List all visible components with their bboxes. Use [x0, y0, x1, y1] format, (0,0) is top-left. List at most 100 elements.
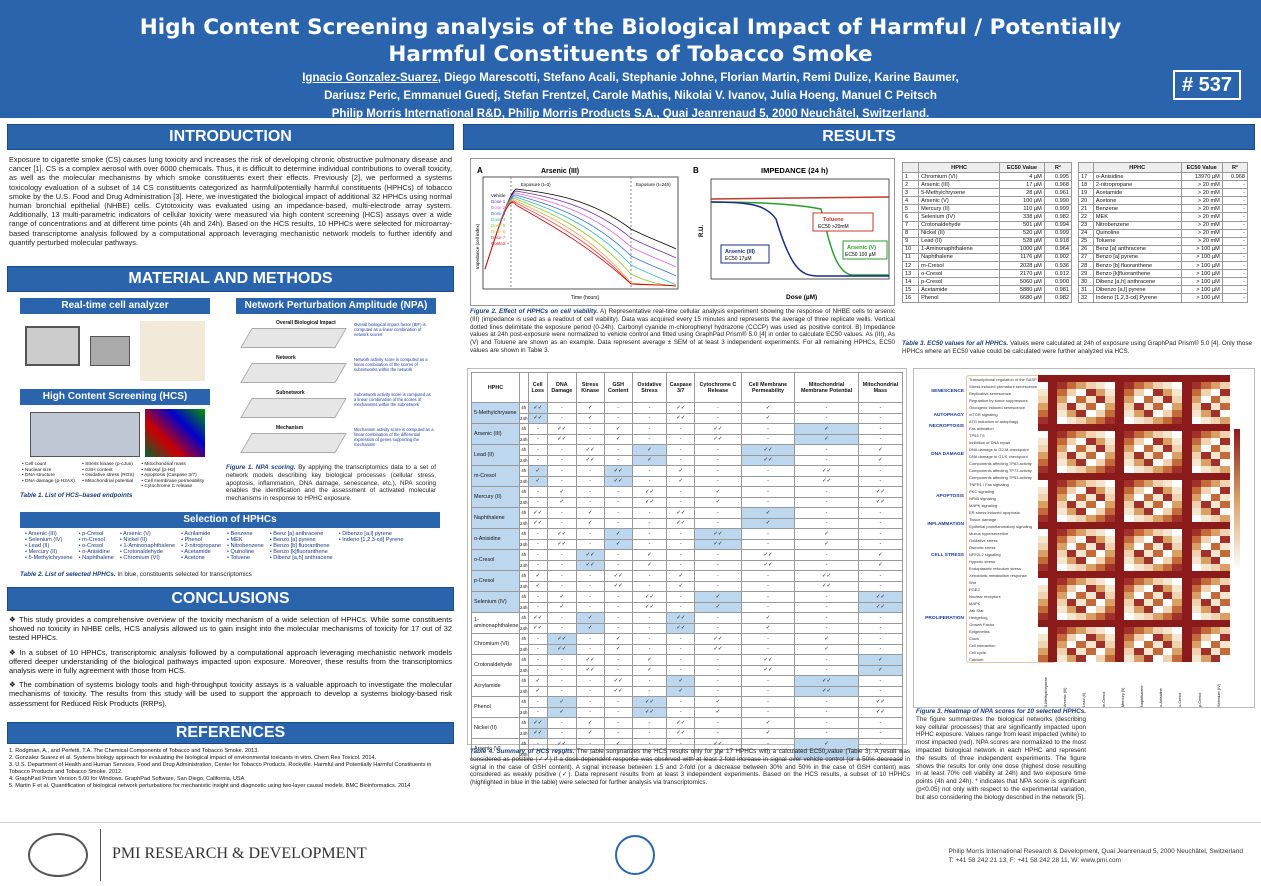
heatmap-cell: [1191, 445, 1202, 452]
heatmap-cell: [1066, 641, 1077, 648]
heatmap-cell: [1162, 536, 1173, 543]
table4-hphc: Crotonaldehyde: [471, 654, 520, 676]
table3-cell: 2: [901, 180, 920, 190]
table3-cell: 0.982: [1043, 212, 1073, 222]
table4-value: -: [575, 465, 605, 477]
introduction-heading: INTRODUCTION: [7, 124, 454, 150]
heatmap-cell: [1220, 375, 1230, 382]
heatmap-cell: [1172, 417, 1182, 424]
heatmap-cell: [1153, 529, 1163, 536]
table4-value: -: [857, 622, 904, 634]
heatmap-cell: [1143, 627, 1154, 634]
table4-value: ✓: [794, 633, 859, 645]
heatmap-cell: [1038, 445, 1048, 452]
table4-value: -: [575, 675, 605, 687]
heatmap-cell: [1162, 501, 1173, 508]
heatmap-cell: [1057, 396, 1067, 403]
heatmap-cell: [1153, 627, 1163, 634]
heatmap-cell: [1114, 641, 1125, 648]
table4-time: 4h: [519, 486, 529, 498]
heatmap-cell: [1201, 550, 1211, 557]
heatmap-cell: [1066, 571, 1077, 578]
table4-value: ✓: [603, 538, 633, 550]
heatmap-cell: [1124, 641, 1134, 648]
heatmap-cell: [1182, 445, 1192, 452]
heatmap-cell: [1124, 634, 1134, 641]
heatmap-cell: [1086, 389, 1096, 396]
figA-note-0: Exposure (t=0): [521, 182, 551, 187]
table4-time: 24h: [519, 664, 529, 676]
heatmap-cell: [1057, 375, 1067, 382]
heatmap-cell: [1066, 648, 1077, 655]
heatmap-cell: [1057, 410, 1067, 417]
table3-cell: Lead (II): [918, 236, 1001, 246]
heatmap-cell: [1114, 445, 1125, 452]
table4-value: -: [666, 591, 696, 603]
hphc-row: • Lead (II) • o-Cresol • 1-Aminonaphthalen…: [22, 543, 406, 549]
table3-row: 25 Toluene > 20 mM -: [1078, 236, 1249, 246]
figA-ylabel: Impedance (cell index): [475, 223, 480, 269]
heatmap-cell: [1086, 396, 1096, 403]
heatmap-cell: [1076, 466, 1086, 473]
heatmap-cell: [1095, 480, 1106, 487]
heatmap-cell: [1172, 508, 1182, 515]
heatmap-cell: [1220, 641, 1230, 648]
heatmap-cell: [1134, 445, 1144, 452]
heatmap-cell: [1210, 543, 1221, 550]
table4-value: -: [857, 580, 904, 592]
hphc-cell: • Acrilamide: [181, 531, 211, 537]
npa-layer-note: Mechanism activity score is computed as …: [354, 427, 434, 447]
heatmap-cell: [1095, 648, 1106, 655]
pmi-crest-icon: [28, 833, 88, 877]
heatmap-cell: [1095, 564, 1106, 571]
heatmap-cell: [1182, 501, 1192, 508]
heatmap-cell: [1066, 515, 1077, 522]
table4-value: -: [694, 675, 742, 687]
table4-value: ✓✓: [794, 465, 859, 477]
heatmap-cell: [1114, 410, 1125, 417]
heatmap-cell: [1143, 606, 1154, 613]
table4-value: -: [740, 643, 796, 655]
heatmap-cell: [1105, 452, 1115, 459]
table3-cell: Benz [a] anthracene: [1092, 244, 1182, 254]
heatmap-cell: [1172, 585, 1182, 592]
heatmap-cell: [1143, 522, 1154, 529]
table4-value: ✓✓: [740, 654, 796, 666]
table4-row: 24h - ✓ - - ✓✓ - ✓ - - ✓✓: [472, 706, 904, 718]
heatmap-cell: [1124, 515, 1134, 522]
heatmap-cell: [1057, 529, 1067, 536]
table4-value: -: [631, 423, 668, 435]
table4-value: ✓✓: [857, 601, 904, 613]
table4-value: -: [857, 717, 904, 729]
selection-heading: Selection of HPHCs: [20, 512, 440, 528]
heatmap-cell: [1182, 452, 1192, 459]
heatmap-cell: [1143, 557, 1154, 564]
heatmap-cell: [1057, 627, 1067, 634]
heatmap-cell: [1066, 452, 1077, 459]
table4-value: -: [694, 559, 742, 571]
heatmap-cell: [1182, 550, 1192, 557]
heatmap-cell: [1182, 634, 1192, 641]
heatmap-cell: [1047, 613, 1058, 620]
table3-cell: -: [1221, 285, 1249, 295]
heatmap-cell: [1105, 627, 1115, 634]
heatmap-cell: [1143, 599, 1154, 606]
reference-item: 4. GraphPad Prism Version 5.00 for Windo…: [9, 776, 245, 782]
heatmap-cell: [1220, 431, 1230, 438]
heatmap-cell: [1134, 585, 1144, 592]
table4-value: ✓: [666, 465, 696, 477]
heatmap-cell: [1191, 389, 1202, 396]
table4-value: -: [575, 696, 605, 708]
table3-cell: p-Cresol: [918, 277, 1001, 287]
table3-cell: 0.968: [1043, 180, 1073, 190]
heatmap-cell: [1153, 501, 1163, 508]
heatmap-cell: [1066, 466, 1077, 473]
table4-value: ✓✓: [546, 423, 577, 435]
heatmap-cell: [1047, 543, 1058, 550]
table3-cell: o-Cresol: [918, 269, 1001, 279]
table3-cell: Benzo [a] pyrene: [1092, 252, 1182, 263]
heatmap-cell: [1143, 634, 1154, 641]
heatmap-row-label: Wnt: [969, 580, 977, 585]
table4-time: 4h: [519, 465, 529, 477]
table4-value: -: [631, 412, 668, 424]
